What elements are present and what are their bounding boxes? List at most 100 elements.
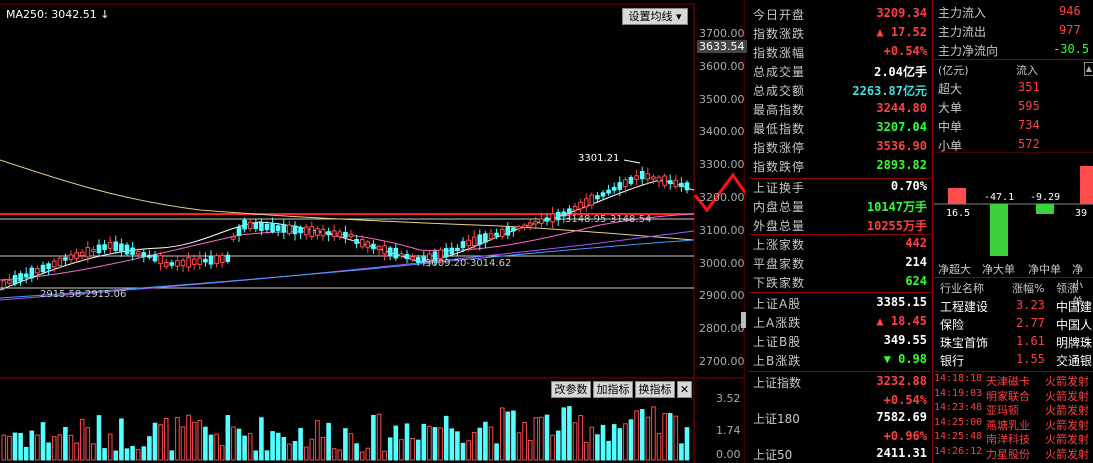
quote-row-label: 上B涨跌 [753,354,802,368]
quote-row-label: 上涨家数 [753,238,806,252]
ticker-row[interactable]: 14:25:48 南洋科技 火箭发射 [934,431,1093,446]
quote-row-value: 214 [905,255,927,269]
ticker-name: 明家联合 [986,389,1030,403]
price-tick-label: 2900.00 [699,289,745,303]
switch-indicator-button[interactable]: 换指标 [635,381,675,398]
candle-body [555,211,561,221]
industry-header-lead[interactable]: 领涨 [1056,282,1078,295]
candle-body [219,254,225,264]
industry-row[interactable]: 珠宝首饰 1.61 明牌珠 [934,334,1093,352]
quote-row[interactable]: 指数涨停 3536.90 [753,137,929,156]
volume-bar [281,436,287,461]
volume-bar [499,407,505,461]
close-indicator-button[interactable]: ✕ [677,381,692,398]
candle-body [387,247,393,256]
quote-row[interactable]: 外盘总量 10255万手 [753,215,929,234]
candle-body [303,226,309,236]
ticker-time: 14:19:03 [934,387,983,399]
ticker-row[interactable]: 14:25:00 燕塘乳业 火箭发射 [934,417,1093,432]
quote-row[interactable]: 最高指数 3244.80 [753,99,929,118]
quote-row-label: 今日开盘 [753,8,806,22]
volume-bar [645,416,651,461]
candle-body [365,241,371,249]
quote-row-value: 3207.04 [876,120,927,134]
ticker-row[interactable]: 14:26:12 力星股份 火箭发射 [934,446,1093,461]
quote-row[interactable]: 上证A股 3385.15 [753,293,929,312]
scroll-up-icon[interactable]: ▲ [1084,62,1093,76]
edit-params-button[interactable]: 改参数 [551,381,591,398]
volume-bar [505,411,511,461]
candlesticks [1,166,690,291]
volume-bar [225,415,231,461]
volume-bar [404,423,410,461]
ticker-row[interactable]: 14:23:48 亚玛顿 火箭发射 [934,402,1093,417]
volume-bar [68,434,74,461]
industry-header-name[interactable]: 行业名称 [940,282,984,295]
industry-row[interactable]: 保险 2.77 中国人 [934,316,1093,334]
candle-body [499,228,505,237]
quote-row-value: ▼ 0.98 [883,352,927,366]
candle-body [460,241,466,249]
candle-body [455,247,460,251]
quote-row[interactable]: 下跌家数 624 [753,272,929,291]
kline-chart[interactable]: MA250: 3042.51 ↓ 设置均线 ▾ 3700.00 3600.00 35… [0,0,747,463]
volume-bar [438,427,443,461]
volume-bar [197,419,203,461]
candle-body [264,223,270,231]
candle-body [29,267,35,279]
candle-body [57,257,63,266]
quote-row[interactable]: 指数涨跌 ▲ 17.52 [753,23,929,42]
volume-bar [639,409,645,461]
industry-row[interactable]: 银行 1.55 交通银 [934,352,1093,370]
volume-bar [180,426,186,461]
sh180-value: 7582.69 [876,410,927,424]
volume-bar [46,442,51,461]
ticker-name: 南洋科技 [986,433,1030,446]
quote-row-label: 最低指数 [753,122,806,136]
quote-row[interactable]: 最低指数 3207.04 [753,118,929,137]
panel-collapse-handle[interactable] [741,312,746,328]
industry-row[interactable]: 工程建设 3.23 中国建 [934,298,1093,316]
annotation-low: 2915.58-2915.06 [40,289,127,300]
quote-row[interactable]: 上涨家数 442 [753,234,929,253]
quote-row[interactable]: 上A涨跌 ▲ 18.45 [753,312,929,331]
quote-row[interactable]: 上证B股 349.55 [753,331,929,350]
quote-row[interactable]: 指数跌停 2893.82 [753,156,929,175]
quote-row[interactable]: 平盘家数 214 [753,253,929,272]
volume-bar [119,418,124,461]
quote-row[interactable]: 总成交量 2.04亿手 [753,61,929,80]
volume-bar [298,427,303,461]
quote-row[interactable]: 上B涨跌 ▼ 0.98 [753,350,929,369]
candle-body [399,253,404,257]
quote-row[interactable]: 指数涨幅 +0.54% [753,42,929,61]
quote-row[interactable]: 总成交额 2263.87亿元 [753,80,929,99]
volume-bar [567,406,572,461]
ticker-row[interactable]: 14:19:03 明家联合 火箭发射 [934,387,1093,403]
volume-bar [203,426,208,461]
quote-row-label: 下跌家数 [753,276,806,290]
volume-bar [18,432,23,461]
candle-body [410,256,415,261]
kline-canvas[interactable] [0,0,745,463]
quote-row[interactable]: 今日开盘 3209.34 [753,4,929,23]
price-tick-label: 3700.00 [699,27,745,40]
set-ma-button[interactable]: 设置均线 ▾ [622,8,688,25]
order-size-value: 351 [1018,80,1040,94]
candle-body [337,231,343,238]
volume-bar [432,427,438,461]
quote-row[interactable]: 上证换手 0.70% [753,177,929,196]
candle-body [354,238,359,244]
candle-body [578,201,583,210]
candle-body [516,226,522,230]
quote-separator-3 [749,292,931,293]
price-tick-label: 3500.00 [699,92,745,106]
add-indicator-button[interactable]: 加指标 [593,381,633,398]
candle-body [567,208,572,214]
volume-bar [113,450,119,461]
volume-bar [449,428,455,461]
candle-body [96,244,102,254]
candle-body [684,182,690,191]
industry-header-pct[interactable]: 涨幅% [1012,282,1045,295]
quote-row[interactable]: 内盘总量 10147万手 [753,196,929,215]
ticker-row[interactable]: 14:18:18 天津磁卡 火箭发射 [934,373,1093,388]
